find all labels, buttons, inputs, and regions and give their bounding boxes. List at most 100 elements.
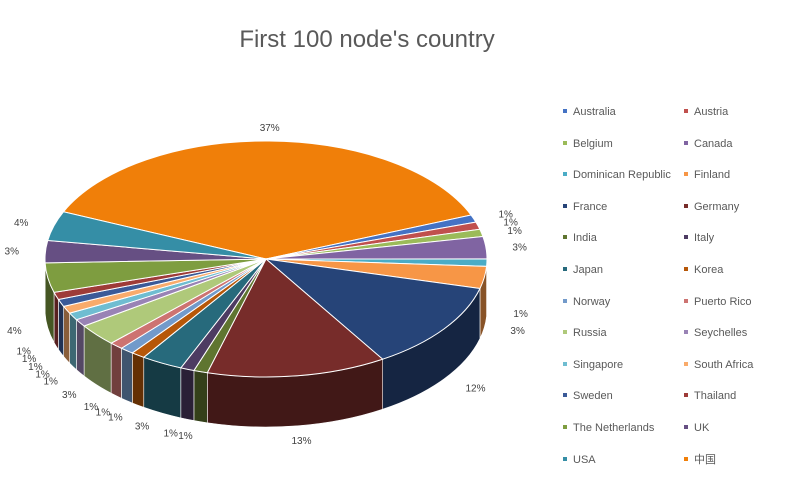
legend-swatch xyxy=(684,425,688,430)
pie-side-11 xyxy=(132,352,145,408)
pie-value-label-15: 1% xyxy=(43,377,58,388)
legend-label: USA xyxy=(573,453,596,466)
legend-label: Sweden xyxy=(573,390,613,403)
legend-item-11: Korea xyxy=(684,263,723,277)
legend-swatch xyxy=(684,361,688,366)
legend-swatch xyxy=(563,109,567,114)
pie-slice-23 xyxy=(62,140,472,260)
legend-swatch xyxy=(684,330,688,335)
legend-swatch xyxy=(563,330,567,335)
legend-swatch xyxy=(563,298,567,303)
pie-value-label-6: 12% xyxy=(466,383,486,394)
pie-value-label-2: 1% xyxy=(507,226,522,237)
pie-value-label-21: 3% xyxy=(5,247,20,258)
legend-item-14: Russia xyxy=(563,326,607,340)
pie-value-label-13: 1% xyxy=(84,402,99,413)
legend-item-22: USA xyxy=(563,453,596,467)
legend-item-8: India xyxy=(563,231,597,245)
legend-label: Singapore xyxy=(573,358,624,371)
legend-swatch xyxy=(563,456,567,461)
legend-item-0: Australia xyxy=(563,105,616,119)
legend-label: Japan xyxy=(573,264,603,276)
legend-swatch xyxy=(684,109,688,114)
pie-value-label-18: 1% xyxy=(22,354,37,365)
legend-label: South Africa xyxy=(694,358,754,371)
legend-label: India xyxy=(573,232,597,245)
legend-item-16: Singapore xyxy=(563,358,623,372)
legend-swatch xyxy=(563,172,567,177)
pie-value-label-10: 3% xyxy=(135,422,150,433)
pie-slice-22 xyxy=(47,211,267,260)
pie-value-label-22: 4% xyxy=(14,218,29,229)
legend-label: Finland xyxy=(694,169,731,182)
legend-item-4: Dominican Republic xyxy=(563,168,671,182)
pie-value-label-14: 3% xyxy=(62,390,77,401)
legend-item-7: Germany xyxy=(684,200,739,214)
legend-item-17: South Africa xyxy=(684,358,753,372)
pie-value-label-1: 1% xyxy=(503,218,518,229)
legend-label: 中国 xyxy=(694,453,716,466)
legend-label: Germany xyxy=(694,200,740,213)
legend-label: Dominican Republic xyxy=(573,169,671,182)
pie-side-19 xyxy=(53,292,59,351)
legend-label: Australia xyxy=(573,106,616,118)
pie-value-label-19: 1% xyxy=(16,346,31,357)
pie-value-label-12: 1% xyxy=(96,408,111,419)
legend-item-5: Finland xyxy=(684,168,730,182)
legend-item-15: Seychelles xyxy=(684,326,747,340)
legend-item-2: Belgium xyxy=(563,137,613,151)
legend-swatch xyxy=(563,235,567,240)
legend-label: UK xyxy=(694,422,710,434)
legend-item-13: Puerto Rico xyxy=(684,295,751,309)
pie-value-label-7: 13% xyxy=(291,436,311,447)
legend-label: France xyxy=(573,200,608,213)
legend-swatch xyxy=(684,235,688,240)
legend-label: Puerto Rico xyxy=(694,295,752,308)
pie-side-13 xyxy=(110,342,122,399)
pie-side-8 xyxy=(193,370,208,424)
legend-item-3: Canada xyxy=(684,137,733,151)
pie-value-label-4: 1% xyxy=(513,309,528,320)
pie-value-label-11: 1% xyxy=(108,413,123,424)
legend-label: Belgium xyxy=(573,137,613,150)
legend-label: The Netherlands xyxy=(573,422,655,434)
legend-item-19: Thailand xyxy=(684,389,736,403)
pie-side-15 xyxy=(76,319,85,377)
legend-swatch xyxy=(684,267,688,272)
legend-item-21: UK xyxy=(684,421,709,435)
pie-side-18 xyxy=(58,298,64,358)
pie-side-12 xyxy=(121,347,133,404)
pie-value-label-5: 3% xyxy=(510,326,525,337)
legend-label: Thailand xyxy=(694,390,737,403)
legend-item-10: Japan xyxy=(563,263,603,277)
legend-item-20: The Netherlands xyxy=(563,421,654,435)
pie-value-label-9: 1% xyxy=(163,429,178,440)
legend-swatch xyxy=(563,393,567,398)
legend-item-23: 中国 xyxy=(684,453,716,467)
legend-label: Russia xyxy=(573,327,607,340)
legend-item-9: Italy xyxy=(684,231,714,245)
pie-value-label-17: 1% xyxy=(28,362,43,373)
legend-item-12: Norway xyxy=(563,295,610,309)
legend-label: Italy xyxy=(694,232,715,245)
legend-swatch xyxy=(684,140,688,145)
pie-value-label-0: 1% xyxy=(499,210,514,221)
legend-swatch xyxy=(684,456,688,461)
legend-item-6: France xyxy=(563,200,607,214)
legend-label: Canada xyxy=(694,137,733,150)
chart-title: First 100 node's country xyxy=(239,26,495,53)
pie-side-17 xyxy=(63,305,70,364)
legend-item-1: Austria xyxy=(684,105,728,119)
legend-swatch xyxy=(563,203,567,208)
legend-swatch xyxy=(684,298,688,303)
legend-label: Korea xyxy=(694,264,724,276)
legend-swatch xyxy=(563,267,567,272)
pie-value-label-20: 4% xyxy=(7,326,22,337)
pie-side-9 xyxy=(180,367,195,421)
legend-swatch xyxy=(563,425,567,430)
legend-label: Seychelles xyxy=(694,327,748,340)
pie-value-label-23: 37% xyxy=(260,123,280,134)
legend-swatch xyxy=(684,393,688,398)
legend-swatch xyxy=(684,172,688,177)
legend-label: Norway xyxy=(573,295,611,308)
